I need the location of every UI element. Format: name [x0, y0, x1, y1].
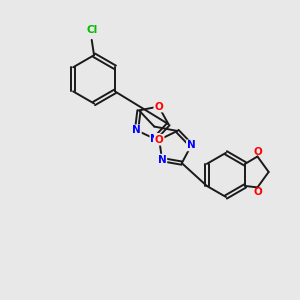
- Text: N: N: [187, 140, 196, 150]
- Text: Cl: Cl: [86, 25, 97, 34]
- Text: O: O: [254, 188, 262, 197]
- Text: O: O: [155, 135, 164, 145]
- Text: N: N: [150, 134, 159, 144]
- Text: O: O: [154, 102, 163, 112]
- Text: N: N: [132, 125, 141, 135]
- Text: O: O: [254, 147, 262, 157]
- Text: N: N: [158, 154, 167, 165]
